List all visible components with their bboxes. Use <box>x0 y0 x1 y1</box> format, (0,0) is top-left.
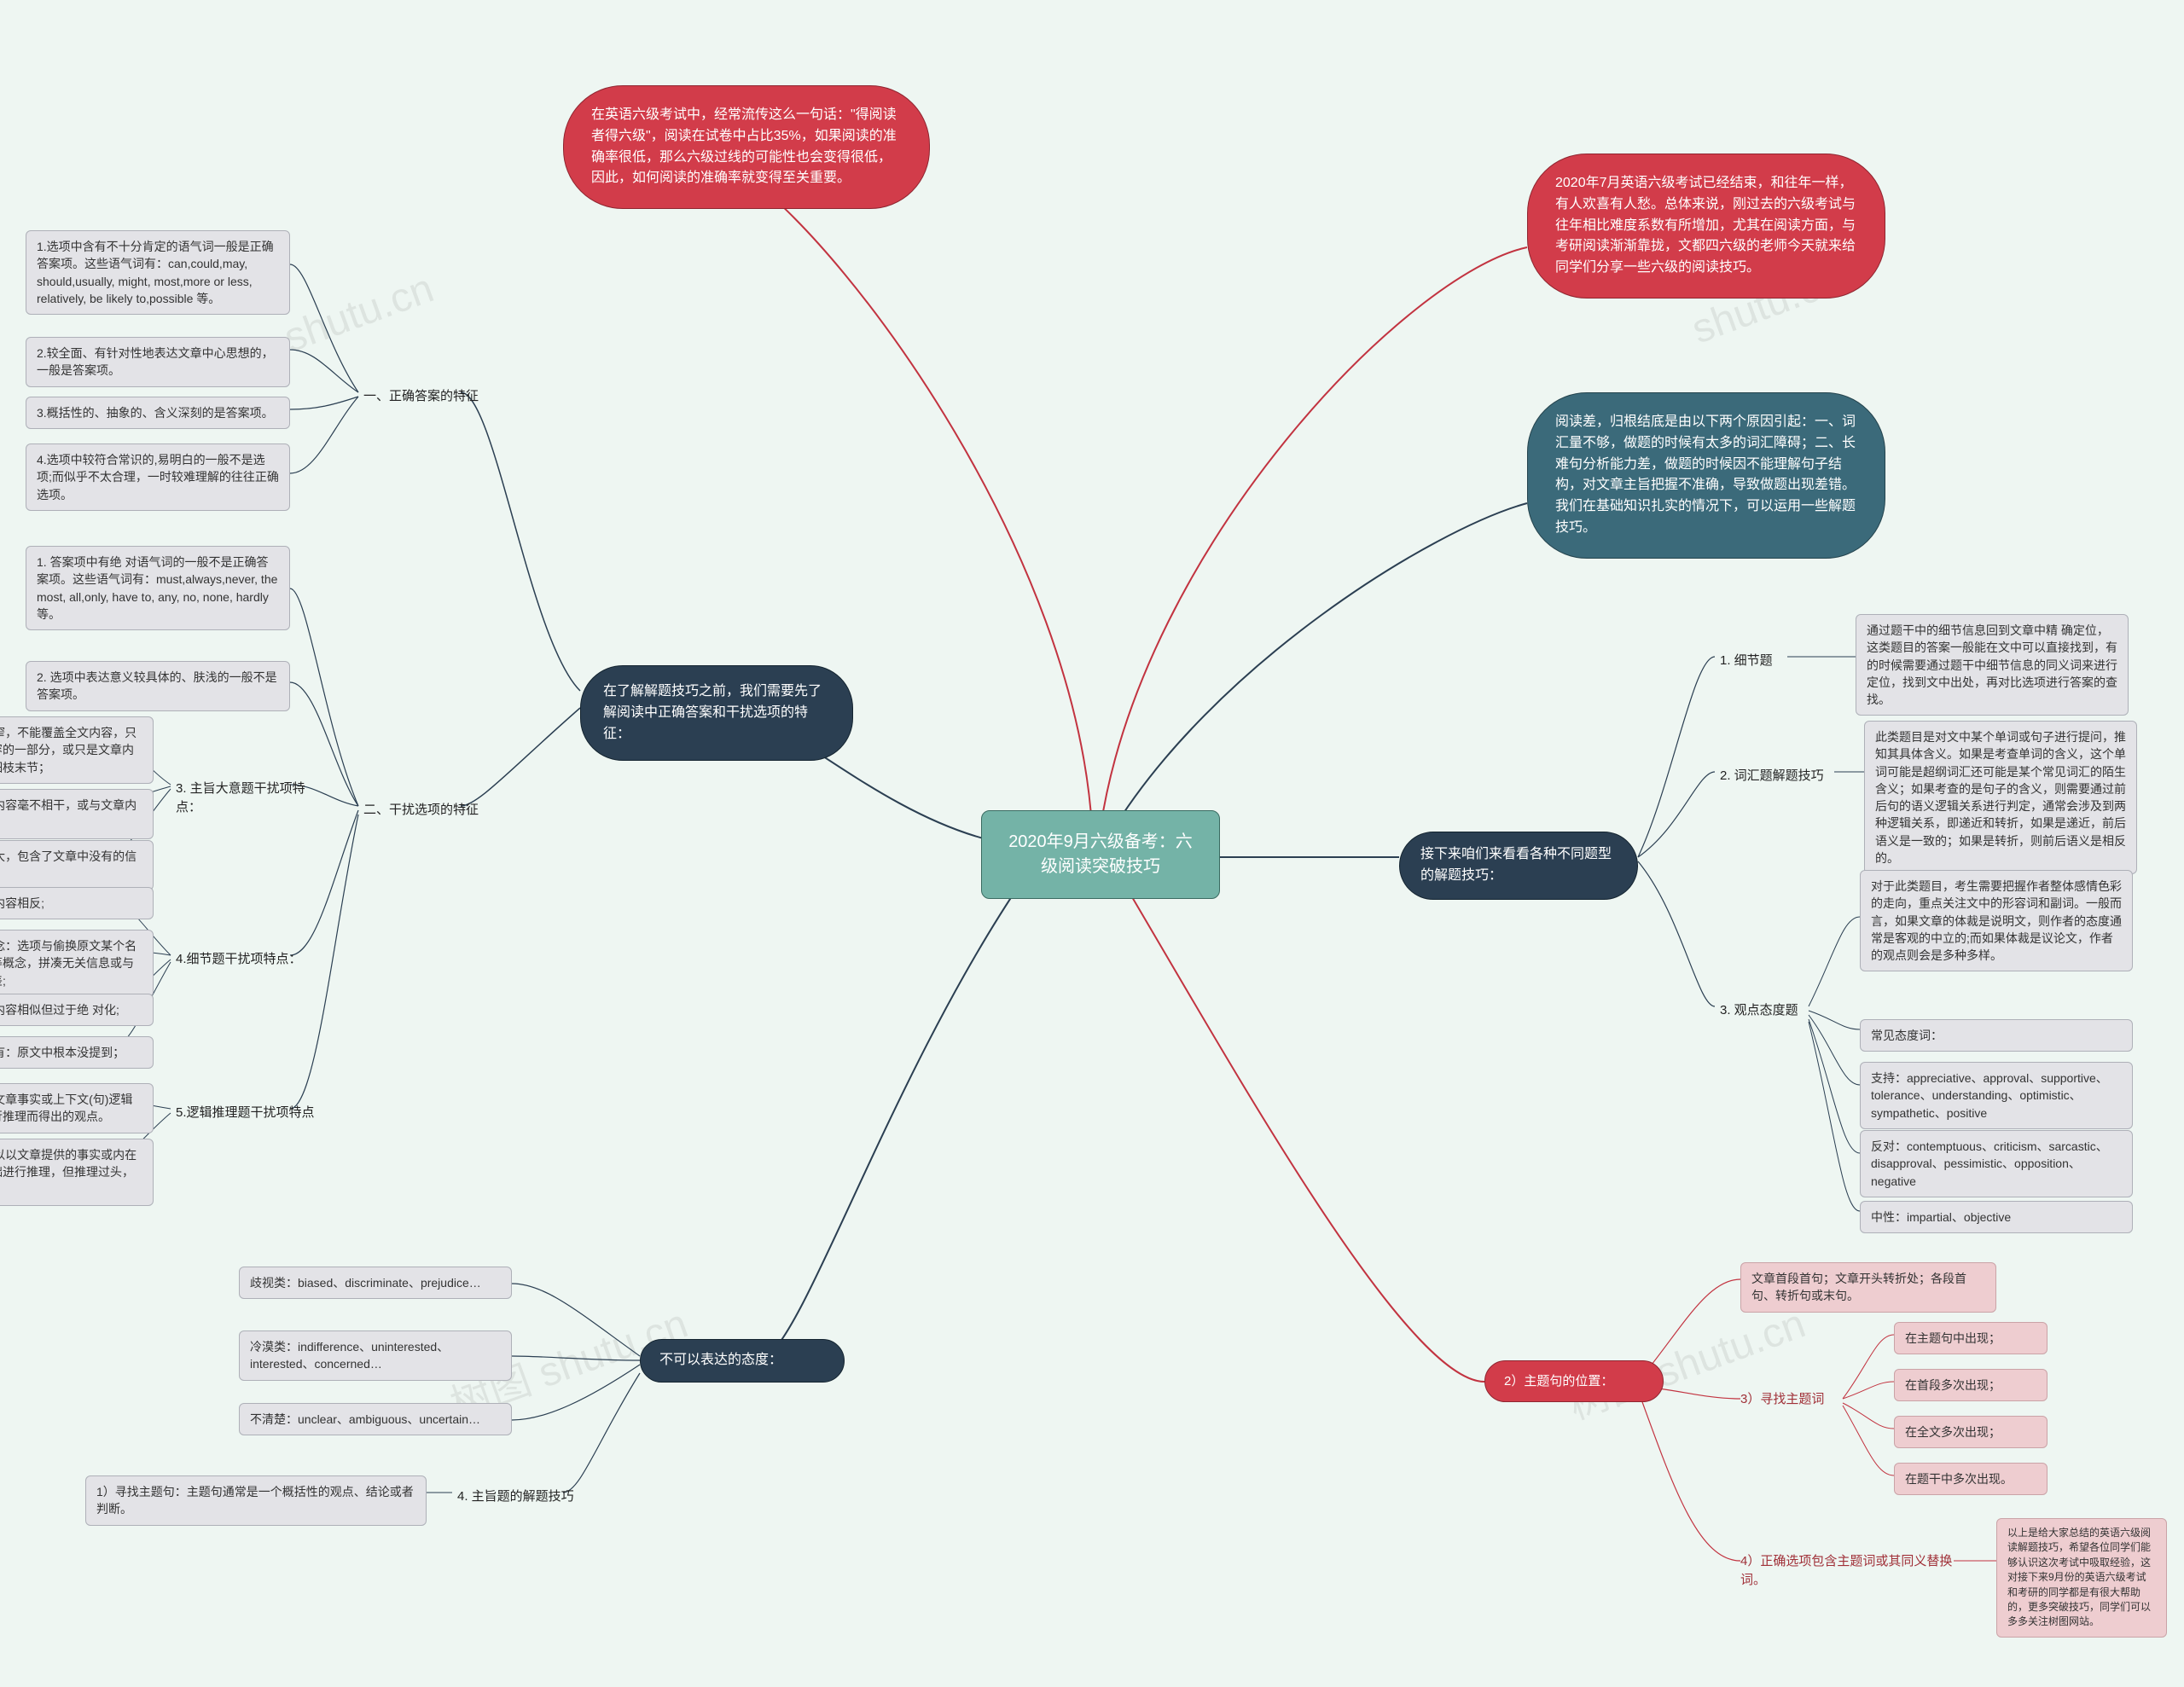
s1-item3: 3.概括性的、抽象的、含义深刻的是答案项。 <box>26 397 290 429</box>
attitude-1: 歧视类：biased、discriminate、prejudice… <box>239 1267 512 1299</box>
attitude-3: 不清楚：unclear、ambiguous、uncertain… <box>239 1403 512 1435</box>
s2-sub4-3: (3)与原句内容相似但过于绝 对化; <box>0 994 154 1026</box>
s2-item2: 2. 选项中表达意义较具体的、肤浅的一般不是答案项。 <box>26 661 290 711</box>
rb-b-title: 3）寻找主题词 <box>1740 1390 1824 1409</box>
left-section2: 二、干扰选项的特征 <box>358 797 484 823</box>
rb-c-text: 以上是给大家总结的英语六级阅读解题技巧，希望各位同学们能够认识这次考试中吸取经验… <box>1996 1518 2167 1638</box>
s2-item1: 1. 答案项中有绝 对语气词的一般不是正确答案项。这些语气词有：must,alw… <box>26 546 290 630</box>
type3-c: 反对：contemptuous、criticism、sarcastic、disa… <box>1860 1130 2133 1197</box>
watermark: shutu.cn <box>278 265 439 362</box>
s2-sub4-4: (4)无中生有：原文中根本没提到； <box>0 1036 154 1069</box>
type3-title: 3. 观点态度题 <box>1715 998 1804 1023</box>
type3-a: 常见态度词： <box>1860 1019 2133 1052</box>
rb-title: 2）主题句的位置： <box>1484 1360 1664 1402</box>
rb-a: 文章首段首句；文章开头转折处；各段首句、转折句或末句。 <box>1740 1262 1996 1313</box>
left-branch-title: 在了解解题技巧之前，我们需要先了解阅读中正确答案和干扰选项的特征： <box>580 665 853 761</box>
s1-item4: 4.选项中较符合常识的,易明白的一般不是选项;而似乎不太合理，一时较难理解的往往… <box>26 443 290 511</box>
type2-text: 此类题目是对文中某个单词或句子进行提问，推知其具体含义。如果是考查单词的含义，这… <box>1864 721 2137 874</box>
type2-title: 2. 词汇题解题技巧 <box>1715 763 1829 789</box>
s2-sub4-2: (2)偷换概念：选项与偷换原文某个名词、词组等概念，拼凑无关信息或与原文有偏差; <box>0 930 154 997</box>
rb-b2: 在首段多次出现； <box>1894 1369 2048 1401</box>
attitude-2: 冷漠类：indifference、uninterested、interested… <box>239 1330 512 1381</box>
intro-bubble-left: 在英语六级考试中，经常流传这么一句话："得阅读者得六级"，阅读在试卷中占比35%… <box>563 85 930 209</box>
s2-sub5-1: (1)不是在文章事实或上下文(句)逻辑基础上进行推理而得出的观点。 <box>0 1083 154 1133</box>
s1-item2: 2.较全面、有针对性地表达文章中心思想的，一般是答案项。 <box>26 337 290 387</box>
type1-text: 通过题干中的细节信息回到文章中精 确定位，这类题目的答案一般能在文中可以直接找到… <box>1856 614 2129 716</box>
s2-sub3-2: (2)与文章内容毫不相干，或与文章内容相悖； <box>0 789 154 839</box>
rb-b3: 在全文多次出现； <box>1894 1416 2048 1448</box>
type3-d: 中性：impartial、objective <box>1860 1201 2133 1233</box>
central-topic: 2020年9月六级备考：六级阅读突破技巧 <box>981 810 1220 899</box>
intro-bubble-right: 2020年7月英语六级考试已经结束，和往年一样，有人欢喜有人愁。总体来说，刚过去… <box>1527 154 1885 299</box>
rb-c-title: 4）正确选项包含主题词或其同义替换词。 <box>1740 1552 1962 1590</box>
right-branch-title: 接下来咱们来看看各种不同题型的解题技巧： <box>1399 832 1638 900</box>
s2-sub5-2: (2)虽然可以以文章提供的事实或内在逻辑为基础进行推理，但推理过头，概括过度。 <box>0 1139 154 1206</box>
bottom-left-4: 4. 主旨题的解题技巧 <box>452 1484 579 1510</box>
type3-b: 支持：appreciative、approval、supportive、tole… <box>1860 1062 2133 1129</box>
s2-sub3-1: (1)内容太窄，不能覆盖全文内容，只是文章内容的一部分，或只是文章内容的一个细枝… <box>0 716 154 784</box>
left-section1: 一、正确答案的特征 <box>358 384 484 409</box>
type1-title: 1. 细节题 <box>1715 648 1778 674</box>
rb-b1: 在主题句中出现； <box>1894 1322 2048 1354</box>
reason-bubble: 阅读差，归根结底是由以下两个原因引起：一、词汇量不够，做题的时候有太多的词汇障碍… <box>1527 392 1885 559</box>
s2-sub5-title: 5.逻辑推理题干扰项特点 <box>171 1100 350 1126</box>
s2-sub3-3: (3)范围过大，包含了文章中没有的信息。 <box>0 840 154 890</box>
type3-text: 对于此类题目，考生需要把握作者整体感情色彩的走向，重点关注文中的形容词和副词。一… <box>1860 870 2133 971</box>
s1-item1: 1.选项中含有不十分肯定的语气词一般是正确答案项。这些语气词有：can,coul… <box>26 230 290 315</box>
s2-sub4-1: (1)与原句内容相反; <box>0 887 154 919</box>
bottom-left-4-1: 1）寻找主题句：主题句通常是一个概括性的观点、结论或者判断。 <box>85 1475 427 1526</box>
s2-sub4-title: 4.细节题干扰项特点： <box>171 947 333 972</box>
s2-sub3-title: 3. 主旨大意题干扰项特点： <box>171 776 333 820</box>
attitude-title: 不可以表达的态度： <box>640 1339 845 1383</box>
rb-b4: 在题干中多次出现。 <box>1894 1463 2048 1495</box>
